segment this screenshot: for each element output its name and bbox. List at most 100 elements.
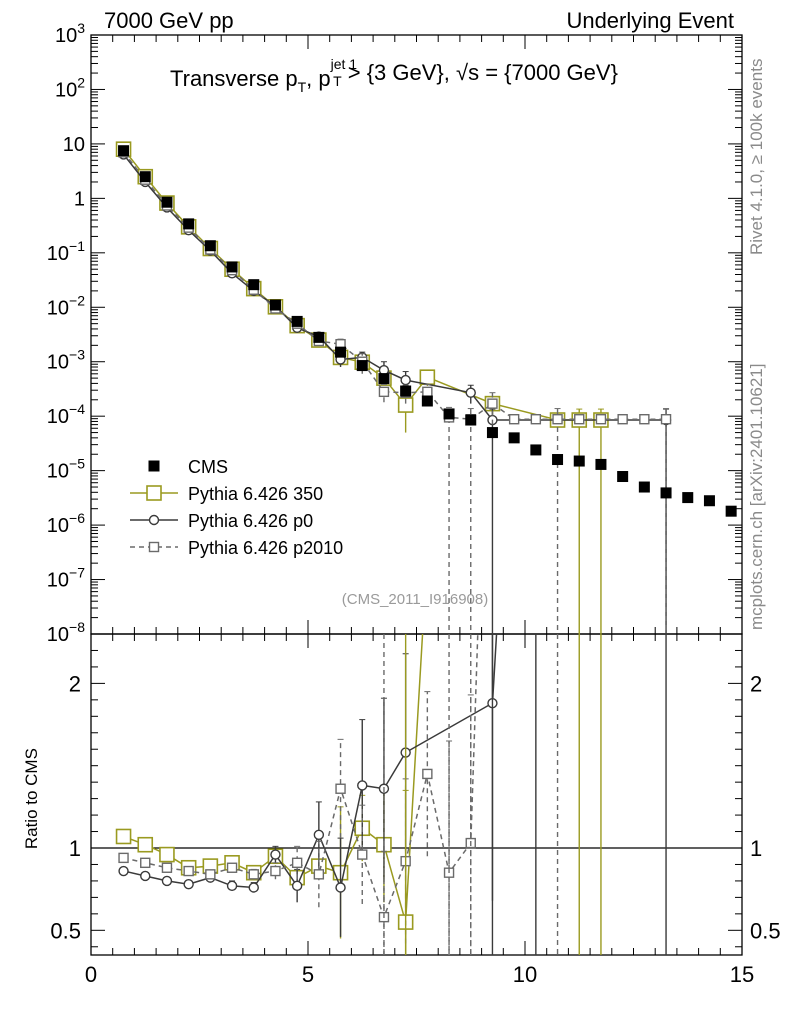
ratio-point xyxy=(270,865,281,877)
series-point xyxy=(508,414,520,425)
ratio-point xyxy=(118,865,129,877)
cms-point xyxy=(573,455,585,467)
series-point xyxy=(397,397,414,413)
title-part: T xyxy=(333,73,342,89)
y-tick-base: 10 xyxy=(47,406,69,428)
ratio-point xyxy=(140,870,151,882)
legend-marker xyxy=(148,460,160,472)
cms-point xyxy=(226,261,238,273)
ratio-point xyxy=(291,857,303,869)
ratio-point xyxy=(226,880,238,892)
main-plot-area xyxy=(115,141,737,634)
series-point xyxy=(378,386,390,398)
series-point xyxy=(530,414,542,425)
y-tick-exponent: 2 xyxy=(77,74,85,90)
ratio-y-tick-label-right: 1 xyxy=(750,836,762,861)
legend-marker xyxy=(148,541,160,553)
y-tick-exponent: −5 xyxy=(69,456,85,472)
y-tick-label: 10 xyxy=(63,134,85,156)
series-point xyxy=(465,387,476,398)
cms-point xyxy=(595,458,607,470)
y-tick-exponent: −7 xyxy=(69,565,85,581)
cms-point xyxy=(530,444,542,456)
cms-point xyxy=(161,196,173,208)
header-left: 7000 GeV pp xyxy=(104,8,234,33)
cms-point xyxy=(269,299,281,311)
y-tick-base: 10 xyxy=(47,515,69,537)
y-tick-label: 102 xyxy=(55,74,85,101)
ratio-series-line xyxy=(123,634,479,920)
y-tick-exponent: −3 xyxy=(69,347,85,363)
cms-point xyxy=(118,145,130,157)
ratio-point xyxy=(161,875,173,887)
ratio-point xyxy=(422,768,433,780)
y-tick-label: 10−6 xyxy=(47,510,85,537)
series-point xyxy=(617,414,628,425)
cms-point xyxy=(443,408,455,420)
y-tick-exponent: −1 xyxy=(69,238,85,254)
series-line xyxy=(123,154,666,421)
cms-point xyxy=(682,492,694,504)
cms-point xyxy=(552,454,564,466)
y-tick-label: 103 xyxy=(55,20,85,47)
series-line xyxy=(123,148,601,421)
y-tick-exponent: −4 xyxy=(69,401,85,417)
title-part: T xyxy=(298,79,307,95)
title-part: > {3 GeV}, √s = {7000 GeV} xyxy=(342,60,618,85)
ratio-point xyxy=(159,846,175,863)
cms-point xyxy=(703,495,715,507)
header-right: Underlying Event xyxy=(566,8,734,33)
cms-point xyxy=(725,505,737,517)
cms-point xyxy=(356,360,368,372)
ratio-y-tick-label: 1 xyxy=(69,836,81,861)
ratio-point xyxy=(313,829,325,841)
y-tick-base: 10 xyxy=(47,352,69,374)
y-tick-label: 10−1 xyxy=(47,238,85,265)
series-point xyxy=(552,414,563,425)
y-tick-label: 1 xyxy=(74,188,85,210)
legend-label: Pythia 6.426 p2010 xyxy=(188,538,343,558)
series-point xyxy=(422,386,433,398)
series-point xyxy=(487,398,498,409)
series-point xyxy=(400,374,411,386)
ratio-point xyxy=(335,783,346,794)
legend-label: Pythia 6.426 p0 xyxy=(188,511,313,531)
cms-point xyxy=(183,218,195,230)
ratio-point xyxy=(357,780,368,791)
y-tick-base: 10 xyxy=(47,297,69,319)
ratio-y-axis-label: Ratio to CMS xyxy=(22,748,41,849)
cms-point xyxy=(508,432,520,444)
ratio-plot-area xyxy=(115,634,667,955)
y-tick-base: 10 xyxy=(55,25,77,47)
title-part: Transverse p xyxy=(170,66,298,91)
y-tick-base: 10 xyxy=(47,624,69,646)
series-point xyxy=(660,414,672,425)
ratio-y-tick-label: 0.5 xyxy=(50,918,81,943)
ratio-y-tick-label-right: 0.5 xyxy=(750,918,781,943)
ratio-point xyxy=(291,880,303,892)
ratio-point xyxy=(161,862,173,873)
ratio-point xyxy=(137,836,154,853)
ratio-point xyxy=(183,865,194,877)
y-tick-base: 10 xyxy=(47,461,69,483)
cms-point xyxy=(465,414,477,426)
y-tick-base: 10 xyxy=(55,79,77,101)
legend-label: CMS xyxy=(188,457,228,477)
y-tick-label: 10−8 xyxy=(47,619,85,646)
cms-point xyxy=(335,346,347,358)
x-tick-label: 10 xyxy=(513,962,537,987)
legend-label: Pythia 6.426 350 xyxy=(188,484,323,504)
ratio-y-tick-label-right: 2 xyxy=(750,671,762,696)
ratio-point xyxy=(183,879,194,890)
ratio-y-tick-label: 2 xyxy=(69,671,81,696)
cms-point xyxy=(313,331,325,343)
series-point xyxy=(419,369,436,385)
ratio-point xyxy=(313,869,325,880)
y-tick-exponent: −2 xyxy=(69,292,85,308)
cms-point xyxy=(139,171,151,183)
y-tick-exponent: −6 xyxy=(69,510,85,526)
ratio-point xyxy=(205,869,216,880)
series-point xyxy=(595,414,607,425)
y-tick-base: 10 xyxy=(47,570,69,592)
